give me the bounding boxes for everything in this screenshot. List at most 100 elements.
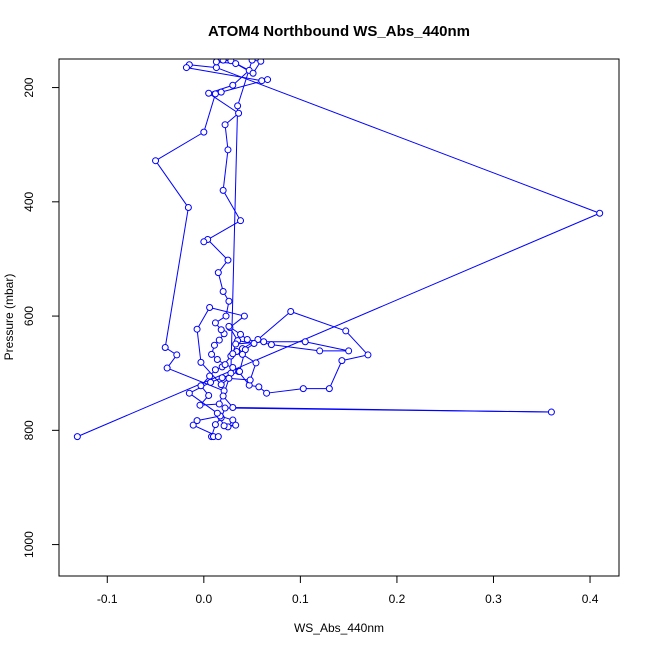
- series-segment: [271, 344, 320, 352]
- data-point: [212, 64, 220, 72]
- data-point: [217, 381, 225, 389]
- data-point: [205, 89, 213, 97]
- data-point: [249, 69, 257, 77]
- data-point: [338, 357, 346, 365]
- data-point: [221, 404, 229, 412]
- data-point: [263, 389, 271, 397]
- data-point: [224, 146, 232, 154]
- data-point: [240, 312, 248, 320]
- data-point: [206, 372, 214, 380]
- data-point: [234, 102, 242, 110]
- data-point: [152, 157, 160, 165]
- data-point: [221, 361, 229, 369]
- data-point: [214, 433, 222, 441]
- data-point: [73, 433, 81, 441]
- data-point: [219, 186, 227, 194]
- data-point: [547, 408, 555, 416]
- data-point: [229, 416, 237, 424]
- data-point: [215, 400, 223, 408]
- series-segment: [224, 124, 229, 150]
- y-tick-label: 600: [22, 306, 36, 326]
- series-segment: [196, 329, 202, 363]
- data-point: [210, 341, 218, 349]
- data-point: [345, 347, 353, 355]
- series-segment: [266, 388, 304, 394]
- data-point: [214, 269, 222, 277]
- data-point: [238, 350, 246, 358]
- data-point: [316, 347, 324, 355]
- data-point: [224, 256, 232, 264]
- data-point: [211, 319, 219, 327]
- data-point: [189, 421, 197, 429]
- series-segment: [196, 307, 211, 330]
- data-point: [232, 340, 240, 348]
- data-point: [248, 59, 256, 64]
- series-segment: [164, 207, 189, 348]
- data-point: [193, 325, 201, 333]
- data-point: [246, 376, 254, 384]
- data-point: [267, 341, 275, 349]
- data-point: [237, 217, 245, 225]
- series-segment: [345, 330, 369, 356]
- data-point: [250, 339, 258, 347]
- data-point: [182, 64, 190, 72]
- data-point: [232, 60, 240, 68]
- data-point: [213, 355, 221, 363]
- x-tick-label: 0.1: [292, 592, 309, 606]
- y-tick-label: 200: [22, 77, 36, 97]
- data-point: [211, 90, 219, 98]
- x-axis-label: WS_Abs_440nm: [294, 621, 384, 635]
- data-point: [255, 383, 263, 391]
- series-segment: [222, 190, 241, 221]
- series-segment: [189, 64, 217, 69]
- data-point: [257, 59, 265, 65]
- y-tick-label: 400: [22, 191, 36, 211]
- series-segment: [328, 360, 343, 389]
- data-point: [229, 363, 237, 371]
- series-0: [73, 59, 604, 441]
- series-segment: [203, 93, 216, 133]
- data-point: [252, 359, 260, 367]
- data-point: [206, 304, 214, 311]
- x-tick-label: 0.0: [195, 592, 212, 606]
- data-point: [185, 389, 193, 397]
- data-point: [212, 59, 220, 66]
- x-tick-label: -0.1: [97, 592, 118, 606]
- data-point: [184, 204, 192, 212]
- series-segment: [305, 341, 349, 352]
- data-point: [196, 401, 204, 409]
- data-point: [364, 351, 372, 359]
- data-point: [221, 121, 229, 129]
- data-point: [217, 326, 225, 334]
- data-point: [163, 364, 171, 372]
- y-tick-label: 800: [22, 420, 36, 440]
- series-segment: [222, 149, 229, 191]
- data-point: [260, 338, 268, 346]
- data-point: [342, 327, 350, 335]
- y-axis-label: Pressure (mbar): [2, 274, 16, 361]
- series-segment: [225, 407, 552, 413]
- data-point: [219, 59, 227, 64]
- data-point: [220, 422, 228, 430]
- series-segment: [155, 160, 189, 208]
- series-segment: [209, 307, 245, 317]
- data-point: [208, 350, 216, 358]
- data-point: [258, 77, 266, 85]
- series-segment: [290, 311, 346, 332]
- data-point: [218, 374, 226, 382]
- data-point: [235, 109, 243, 117]
- data-point: [211, 421, 219, 429]
- data-point: [200, 128, 208, 136]
- data-point: [173, 351, 181, 359]
- data-point: [225, 374, 233, 382]
- y-tick-label: 1000: [22, 531, 36, 558]
- series-segment: [189, 392, 218, 414]
- series-segment: [166, 367, 225, 392]
- data-point: [197, 382, 205, 390]
- data-point: [225, 297, 233, 305]
- data-point: [213, 409, 221, 417]
- data-point: [264, 76, 272, 84]
- series-segment: [186, 67, 262, 82]
